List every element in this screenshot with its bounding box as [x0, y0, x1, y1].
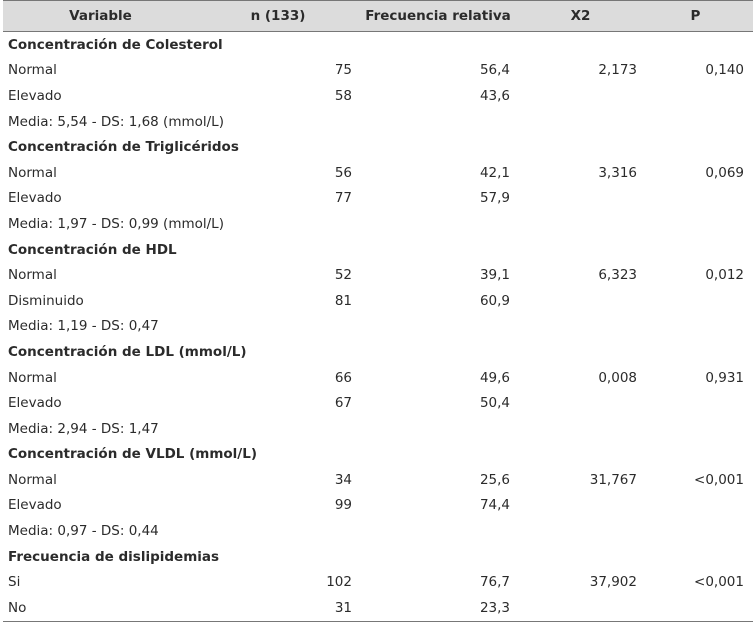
note-row: Media: 0,97 - DS: 0,44 — [3, 518, 753, 544]
table-row: No 31 23,3 — [3, 595, 753, 622]
table-body: Concentración de Colesterol Normal 75 56,4 2… — [3, 32, 753, 622]
row-n: 66 — [334, 369, 352, 386]
table-row: Normal 66 49,6 0,008 0,931 — [3, 365, 753, 391]
row-x2: 2,173 — [598, 62, 637, 79]
section-title-text: Concentración de LDL (mmol/L) — [8, 343, 247, 360]
row-label: Elevado — [8, 190, 62, 207]
row-freq: 43,6 — [479, 87, 510, 104]
note-text: Media: 2,94 - DS: 1,47 — [8, 420, 159, 437]
note-row: Media: 1,97 - DS: 0,99 (mmol/L) — [3, 211, 753, 237]
table-row: Elevado 58 43,6 — [3, 83, 753, 109]
row-label: Elevado — [8, 497, 62, 514]
row-label: Elevado — [8, 87, 62, 104]
results-table: Variable n (133) Frecuencia relativa X2 … — [3, 0, 753, 622]
row-x2: 31,767 — [589, 471, 637, 488]
row-freq: 76,7 — [479, 574, 510, 591]
row-freq: 25,6 — [479, 471, 510, 488]
row-label: Disminuido — [8, 292, 84, 309]
row-n: 31 — [334, 599, 352, 616]
row-n: 67 — [334, 395, 352, 412]
table-row: Normal 34 25,6 31,767 <0,001 — [3, 467, 753, 493]
section-title: Concentración de Colesterol — [3, 32, 753, 58]
row-label: Normal — [8, 62, 57, 79]
section-title: Frecuencia de dislipidemias — [3, 544, 753, 570]
header-p: P — [690, 8, 701, 24]
table-row: Elevado 99 74,4 — [3, 493, 753, 519]
row-freq: 56,4 — [479, 62, 510, 79]
row-label: Si — [8, 574, 21, 591]
table-row: Normal 52 39,1 6,323 0,012 — [3, 262, 753, 288]
section-title: Concentración de Triglicéridos — [3, 134, 753, 160]
row-label: Normal — [8, 164, 57, 181]
table-row: Elevado 67 50,4 — [3, 390, 753, 416]
note-text: Media: 1,97 - DS: 0,99 (mmol/L) — [8, 215, 224, 232]
row-x2: 3,316 — [598, 164, 637, 181]
header-x2: X2 — [570, 8, 591, 24]
header-n: n (133) — [250, 8, 306, 24]
row-p: 0,069 — [705, 164, 744, 181]
row-freq: 39,1 — [479, 267, 510, 284]
row-n: 58 — [334, 87, 352, 104]
section-title-text: Concentración de VLDL (mmol/L) — [8, 446, 257, 463]
section-title: Concentración de HDL — [3, 237, 753, 263]
note-row: Media: 5,54 - DS: 1,68 (mmol/L) — [3, 109, 753, 135]
note-text: Media: 0,97 - DS: 0,44 — [8, 523, 159, 540]
row-n: 77 — [334, 190, 352, 207]
row-x2: 0,008 — [598, 369, 637, 386]
row-x2: 37,902 — [589, 574, 637, 591]
table-row: Si 102 76,7 37,902 <0,001 — [3, 569, 753, 595]
row-n: 52 — [334, 267, 352, 284]
row-n: 102 — [326, 574, 352, 591]
section-title-text: Concentración de HDL — [8, 241, 177, 258]
row-label: Elevado — [8, 395, 62, 412]
table-row: Elevado 77 57,9 — [3, 186, 753, 212]
note-row: Media: 2,94 - DS: 1,47 — [3, 416, 753, 442]
row-label: Normal — [8, 267, 57, 284]
table-header: Variable n (133) Frecuencia relativa X2 … — [3, 0, 753, 32]
row-freq: 57,9 — [479, 190, 510, 207]
row-freq: 42,1 — [479, 164, 510, 181]
table-row: Normal 56 42,1 3,316 0,069 — [3, 160, 753, 186]
note-text: Media: 1,19 - DS: 0,47 — [8, 318, 159, 335]
row-p: 0,931 — [705, 369, 744, 386]
table-row: Normal 75 56,4 2,173 0,140 — [3, 58, 753, 84]
row-label: Normal — [8, 471, 57, 488]
row-label: Normal — [8, 369, 57, 386]
section-title: Concentración de VLDL (mmol/L) — [3, 442, 753, 468]
note-row: Media: 1,19 - DS: 0,47 — [3, 314, 753, 340]
row-p: 0,140 — [705, 62, 744, 79]
header-frecuencia: Frecuencia relativa — [365, 8, 511, 24]
row-freq: 60,9 — [479, 292, 510, 309]
header-variable: Variable — [69, 8, 132, 24]
section-title: Concentración de LDL (mmol/L) — [3, 339, 753, 365]
row-n: 75 — [334, 62, 352, 79]
table-row: Disminuido 81 60,9 — [3, 288, 753, 314]
section-title-text: Concentración de Colesterol — [8, 36, 223, 53]
section-title-text: Concentración de Triglicéridos — [8, 139, 239, 156]
row-n: 81 — [334, 292, 352, 309]
row-freq: 50,4 — [479, 395, 510, 412]
row-label: No — [8, 599, 27, 616]
row-n: 56 — [334, 164, 352, 181]
row-freq: 23,3 — [479, 599, 510, 616]
section-title-text: Frecuencia de dislipidemias — [8, 548, 220, 565]
row-p: <0,001 — [694, 471, 744, 488]
note-text: Media: 5,54 - DS: 1,68 (mmol/L) — [8, 113, 224, 130]
row-n: 99 — [334, 497, 352, 514]
row-freq: 74,4 — [479, 497, 510, 514]
row-p: 0,012 — [705, 267, 744, 284]
row-x2: 6,323 — [598, 267, 637, 284]
row-p: <0,001 — [694, 574, 744, 591]
row-freq: 49,6 — [479, 369, 510, 386]
row-n: 34 — [334, 471, 352, 488]
